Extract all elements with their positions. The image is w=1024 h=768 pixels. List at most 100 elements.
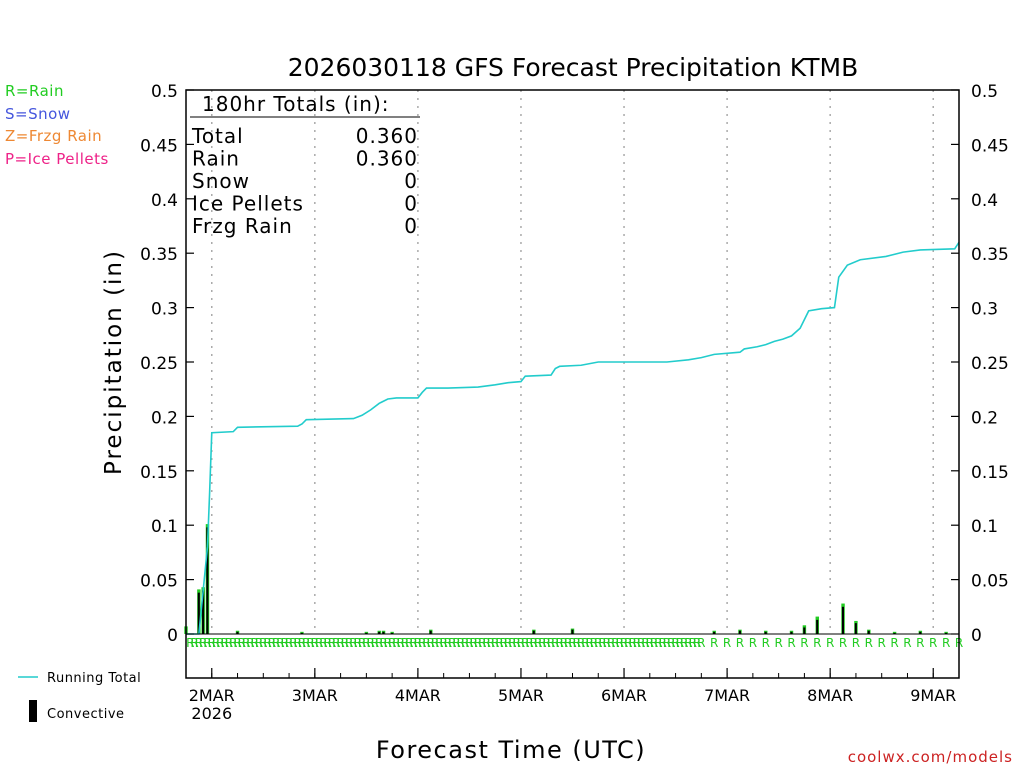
precip-type-marker: R — [349, 636, 357, 650]
y-tick-label-left: 0.2 — [151, 408, 178, 428]
precip-type-marker: R — [474, 636, 482, 650]
precip-type-marker: R — [749, 636, 757, 650]
precip-type-marker: R — [564, 636, 572, 650]
totals-row-value: 0 — [404, 214, 418, 238]
precip-type-marker: R — [616, 636, 624, 650]
precip-type-marker: R — [366, 636, 374, 650]
precip-type-marker: R — [311, 636, 319, 650]
totals-row-value: 0.360 — [356, 147, 418, 171]
precip-type-marker: R — [422, 636, 430, 650]
precip-bar-convective — [571, 629, 574, 634]
precip-bar-convective — [893, 632, 896, 634]
precip-type-marker: R — [354, 636, 362, 650]
precip-type-marker: R — [504, 636, 512, 650]
precip-bar-convective — [206, 527, 209, 634]
precip-bar-convective — [944, 632, 948, 634]
y-tick-label-left: 0.1 — [151, 517, 178, 537]
precip-bar-convective — [803, 627, 806, 634]
precip-type-marker: R — [336, 636, 344, 650]
precip-type-marker: R — [435, 636, 443, 650]
x-tick-label: 8MAR — [807, 686, 853, 705]
precip-type-marker: R — [195, 636, 203, 650]
totals-row-label: Ice Pellets — [192, 192, 304, 216]
precip-type-marker: R — [233, 636, 241, 650]
precip-type-marker: R — [298, 636, 306, 650]
precip-type-marker: R — [624, 636, 632, 650]
precip-type-marker: R — [607, 636, 615, 650]
precip-type-marker: R — [379, 636, 387, 650]
precip-bar-convective — [300, 632, 303, 634]
y-tick-label-right: 0.25 — [971, 354, 1009, 374]
precip-type-marker: R — [521, 636, 529, 650]
precip-type-marker: R — [482, 636, 490, 650]
precip-type-marker: R — [319, 636, 327, 650]
y-tick-label-left: 0.15 — [140, 463, 178, 483]
precip-type-marker: R — [242, 636, 250, 650]
precip-bar-convective — [919, 631, 922, 634]
precip-type-marker: R — [671, 636, 679, 650]
y-tick-label-left: 0.3 — [151, 300, 178, 320]
precip-type-marker: R — [929, 636, 937, 650]
precip-type-marker: R — [487, 636, 495, 650]
precip-bar-convective — [854, 623, 857, 634]
precip-type-marker: R — [225, 636, 233, 650]
precip-type-marker: R — [551, 636, 559, 650]
precip-type-marker: R — [186, 636, 194, 650]
precip-type-marker: R — [199, 636, 207, 650]
precip-type-legend-item: P=Ice Pellets — [5, 149, 109, 168]
precip-bar-convective — [429, 630, 432, 634]
precip-type-marker: R — [405, 636, 413, 650]
precip-type-marker: R — [508, 636, 516, 650]
totals-row-value: 0 — [404, 169, 418, 193]
precip-type-marker: R — [676, 636, 684, 650]
y-axis-right: 0 0.05 0.1 0.15 0.2 0.25 0.3 0.35 0.4 0.45 0.5 — [951, 82, 1009, 646]
precip-type-marker: R — [693, 636, 701, 650]
precip-type-marker: R — [328, 636, 336, 650]
y-tick-label-right: 0.2 — [971, 408, 998, 428]
precip-type-marker: R — [251, 636, 259, 650]
precip-type-marker: R — [315, 636, 323, 650]
totals-row-label: Rain — [192, 147, 240, 171]
precip-type-marker: R — [345, 636, 353, 650]
precip-type-marker: R — [525, 636, 533, 650]
precip-type-marker: R — [285, 636, 293, 650]
y-tick-label-left: 0.4 — [151, 191, 178, 211]
precip-type-marker: R — [581, 636, 589, 650]
precip-type-marker: R — [603, 636, 611, 650]
totals-rows: Total 0.360 Rain 0.360 Snow 0 Ice Pellets 0 Frzg… — [191, 124, 418, 238]
precip-type-marker: R — [246, 636, 254, 650]
precip-type-marker: R — [594, 636, 602, 650]
precip-type-marker: R — [534, 636, 542, 650]
precip-type-marker: R — [289, 636, 297, 650]
precip-type-marker: R — [465, 636, 473, 650]
x-tick-label: 2MAR — [189, 686, 235, 705]
precip-type-marker: R — [538, 636, 546, 650]
precip-bar-convective — [713, 631, 716, 634]
precip-bar-convective — [391, 632, 394, 634]
y-axis-label: Precipitation (in) — [101, 249, 127, 475]
totals-row-label: Total — [191, 124, 244, 148]
precip-type-marker: R — [916, 636, 924, 650]
precip-type-marker: R — [216, 636, 224, 650]
precip-type-marker: R — [371, 636, 379, 650]
series-legend: Running Total Convective — [18, 671, 141, 722]
precip-type-marker: R — [650, 636, 658, 650]
precip-type-marker: R — [654, 636, 662, 650]
precip-type-marker: R — [478, 636, 486, 650]
precip-type-marker: R — [263, 636, 271, 650]
x-tick-label: 3MAR — [292, 686, 338, 705]
precip-type-marker: R — [220, 636, 228, 650]
precip-type-marker: R — [633, 636, 641, 650]
precip-bars — [184, 524, 948, 634]
totals-row-value: 0 — [404, 192, 418, 216]
precip-type-marker: R — [388, 636, 396, 650]
precip-type-marker: R — [568, 636, 576, 650]
precip-type-marker: R — [276, 636, 284, 650]
precip-type-marker: R — [641, 636, 649, 650]
precip-type-marker: R — [517, 636, 525, 650]
precip-type-marker: R — [461, 636, 469, 650]
precip-type-marker: R — [543, 636, 551, 650]
precip-type-marker: R — [903, 636, 911, 650]
precip-type-marker: R — [452, 636, 460, 650]
